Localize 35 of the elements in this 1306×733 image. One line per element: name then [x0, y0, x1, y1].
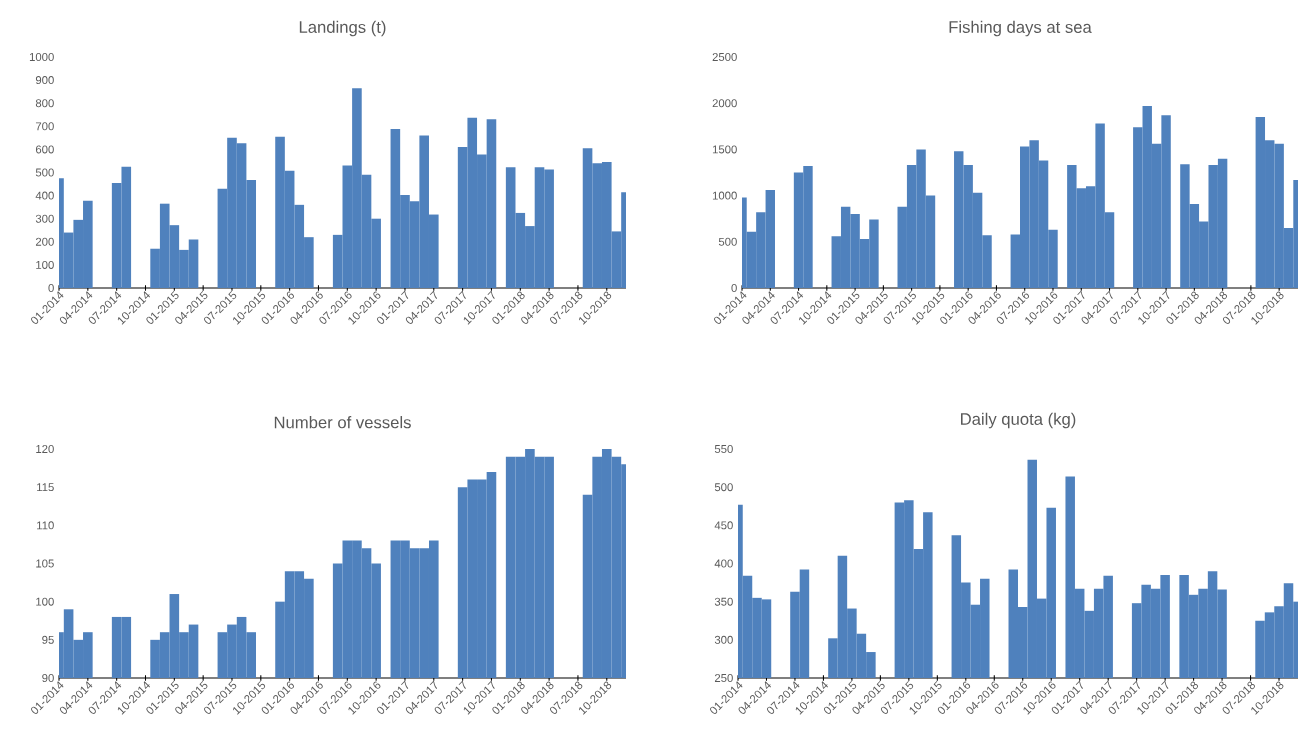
y-tick-label: 500	[35, 168, 54, 177]
y-tick-label: 400	[35, 191, 54, 200]
y-tick-label: 550	[714, 445, 733, 454]
y-tick-label: 300	[35, 214, 54, 223]
chart-title: Number of vessels	[274, 416, 411, 429]
y-tick-label: 110	[37, 521, 54, 530]
y-tick-label: 100	[36, 260, 54, 269]
chart-title: Fishing days at sea	[949, 20, 1092, 37]
y-tick-label: 1000	[712, 191, 737, 200]
y-tick-label: 105	[36, 559, 54, 568]
y-tick-label: 95	[42, 635, 54, 644]
y-tick-label: 350	[714, 597, 733, 606]
y-tick-label: 1000	[29, 52, 54, 61]
y-tick-label: 2500	[712, 53, 737, 61]
y-tick-label: 2000	[712, 99, 737, 108]
y-tick-label: 115	[37, 483, 54, 492]
y-tick-label: 400	[714, 559, 733, 568]
y-tick-label: 100	[36, 597, 54, 606]
y-tick-label: 600	[35, 145, 54, 154]
y-tick-label: 0	[731, 283, 737, 292]
y-tick-label: 700	[35, 122, 54, 131]
chart-title: Daily quota (kg)	[961, 412, 1076, 429]
chart-title: Landings (t)	[299, 20, 386, 37]
y-tick-label: 200	[35, 237, 54, 246]
y-tick-label: 450	[714, 521, 733, 530]
y-tick-label: 800	[35, 99, 54, 108]
y-tick-label: 120	[36, 445, 54, 454]
y-tick-label: 1500	[712, 145, 737, 154]
y-tick-label: 500	[718, 237, 737, 246]
y-tick-label: 300	[714, 635, 733, 644]
y-tick-label: 900	[35, 76, 54, 85]
y-tick-label: 90	[42, 674, 54, 683]
y-tick-label: 250	[714, 674, 733, 683]
y-tick-label: 500	[714, 483, 733, 492]
y-tick-label: 0	[48, 283, 54, 292]
